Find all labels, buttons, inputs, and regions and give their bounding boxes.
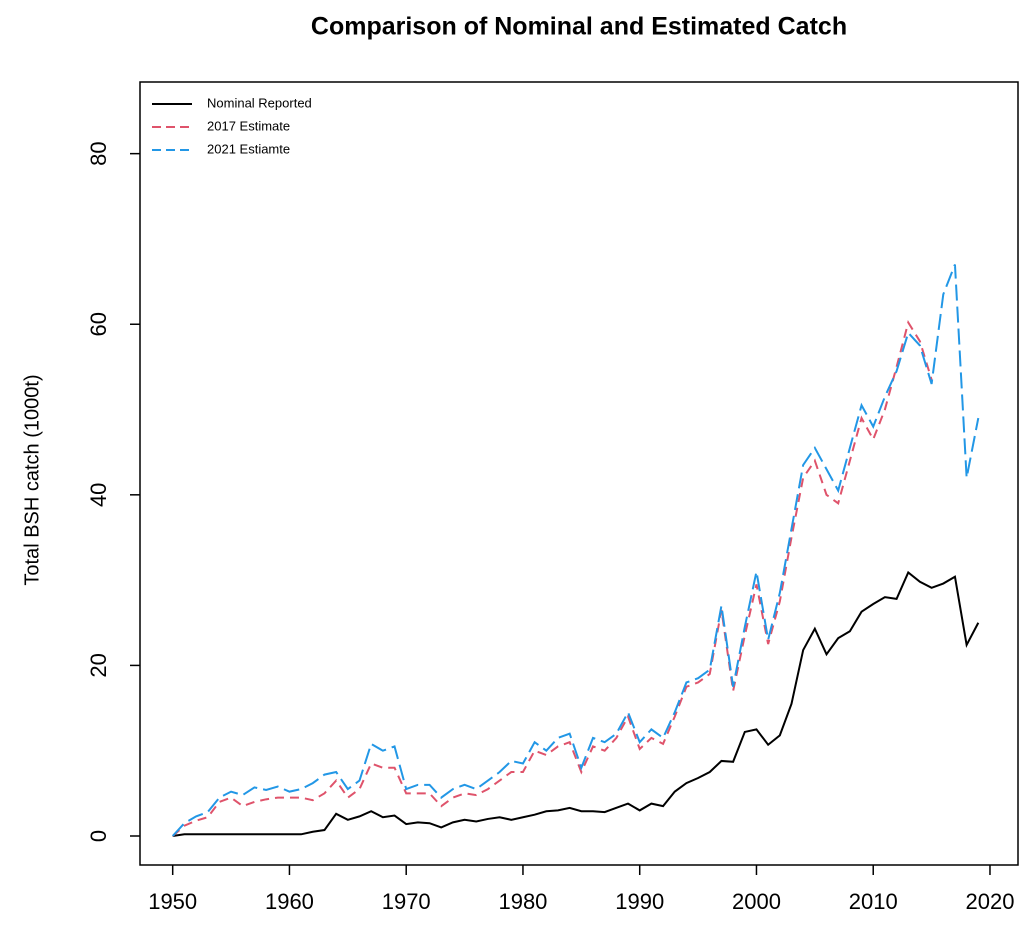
y-tick-label: 60 [86,312,111,336]
legend-label: 2017 Estimate [207,118,290,133]
x-tick-label: 1960 [265,889,314,914]
x-tick-label: 2000 [732,889,781,914]
y-tick-label: 0 [86,830,111,842]
legend-label: 2021 Estiamte [207,141,290,156]
series-line [171,264,980,837]
x-tick-label: 2010 [849,889,898,914]
x-tick-label: 1970 [382,889,431,914]
x-tick-label: 1950 [148,889,197,914]
x-tick-label: 2020 [966,889,1015,914]
series-line [172,320,933,837]
y-tick-label: 80 [86,141,111,165]
y-tick-label: 40 [86,483,111,507]
x-tick-label: 1990 [615,889,664,914]
chart-title: Comparison of Nominal and Estimated Catc… [311,13,847,41]
series-line [172,570,980,837]
legend-label: Nominal Reported [207,95,312,110]
x-tick-label: 1980 [498,889,547,914]
plot-frame [139,81,1019,866]
y-tick-label: 20 [86,653,111,677]
y-axis-label: Total BSH catch (1000t) [21,374,43,585]
